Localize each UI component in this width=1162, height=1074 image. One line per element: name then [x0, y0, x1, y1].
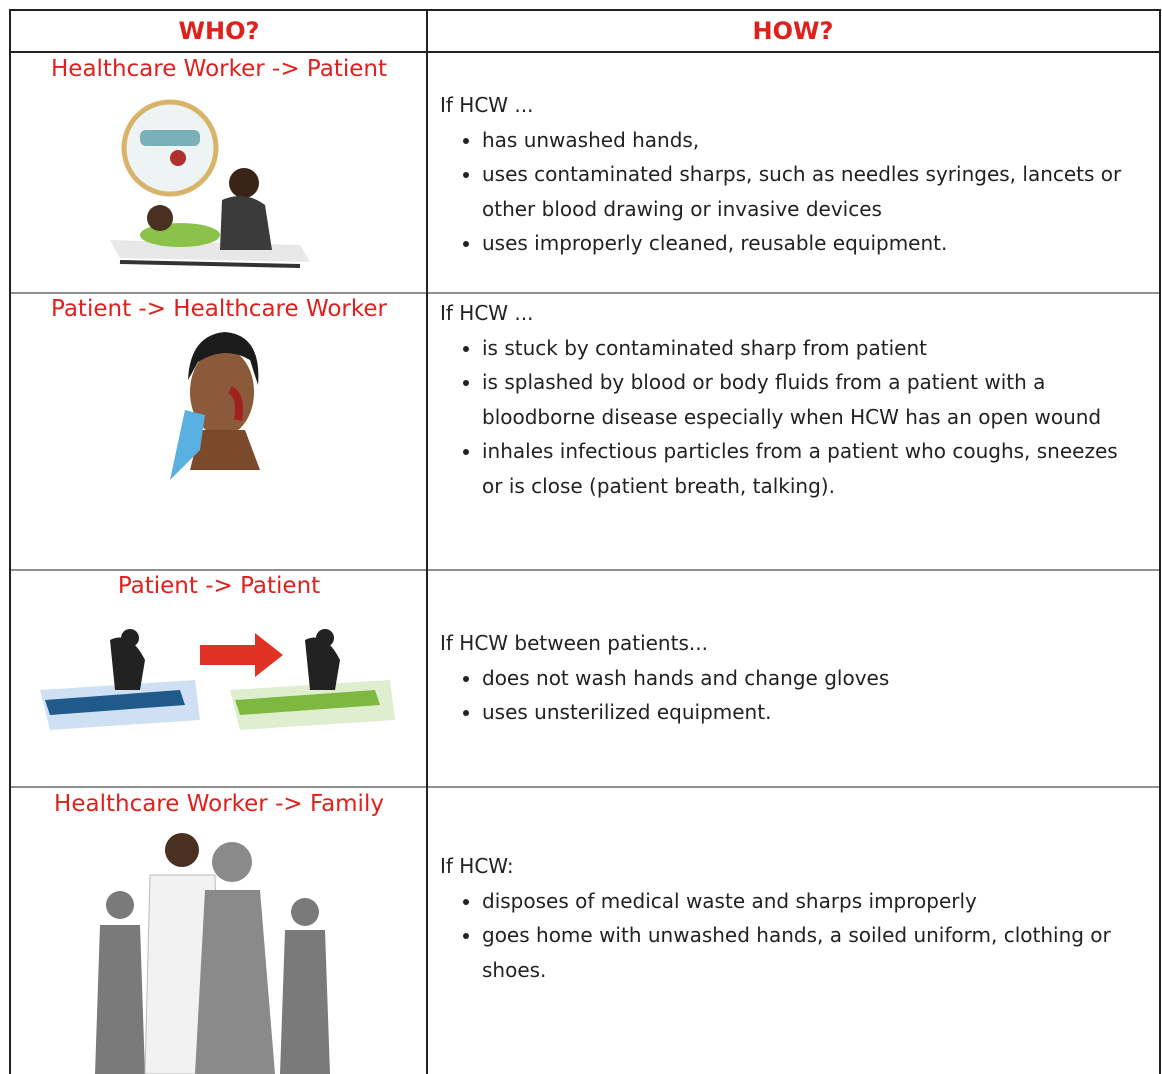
- illustration-patient-patient: [40, 629, 395, 730]
- bullet-item: has unwashed hands,: [482, 123, 1140, 158]
- table-grid: [9, 9, 1161, 1074]
- illustration-hcw-patient: [110, 99, 310, 268]
- bullet-item: inhales infectious particles from a pati…: [482, 434, 1140, 503]
- bullet-item: is stuck by contaminated sharp from pati…: [482, 331, 1140, 366]
- bullet-list: disposes of medical waste and sharps imp…: [440, 884, 1140, 988]
- bullet-item: uses contaminated sharps, such as needle…: [482, 157, 1140, 226]
- who-label: Patient -> Healthcare Worker: [51, 296, 387, 322]
- how-cell: If HCW: disposes of medical waste and sha…: [440, 849, 1140, 987]
- bullet-item: disposes of medical waste and sharps imp…: [482, 884, 1140, 919]
- bullet-list: is stuck by contaminated sharp from pati…: [440, 331, 1140, 504]
- how-intro: If HCW:: [440, 854, 514, 878]
- how-cell: If HCW between patients... does not wash …: [440, 626, 1140, 730]
- who-label: Patient -> Patient: [117, 573, 321, 599]
- bullet-list: does not wash hands and change glovesuse…: [440, 661, 1140, 730]
- how-cell: If HCW ... has unwashed hands,uses contam…: [440, 88, 1140, 261]
- header-who: WHO?: [178, 17, 260, 45]
- bullet-item: uses improperly cleaned, reusable equipm…: [482, 226, 1140, 261]
- bullet-item: goes home with unwashed hands, a soiled …: [482, 918, 1140, 987]
- how-cell: If HCW ... is stuck by contaminated sharp…: [440, 296, 1140, 503]
- bullet-list: has unwashed hands,uses contaminated sha…: [440, 123, 1140, 261]
- header-how: HOW?: [752, 17, 834, 45]
- how-intro: If HCW between patients...: [440, 631, 708, 655]
- illustration-patient-hcw: [170, 332, 260, 480]
- how-intro: If HCW ...: [440, 93, 534, 117]
- who-label: Healthcare Worker -> Patient: [51, 56, 387, 82]
- bullet-item: is splashed by blood or body fluids from…: [482, 365, 1140, 434]
- who-label: Healthcare Worker -> Family: [54, 791, 384, 817]
- illustration-hcw-family: [95, 833, 330, 1074]
- bullet-item: uses unsterilized equipment.: [482, 695, 1140, 730]
- how-intro: If HCW ...: [440, 301, 534, 325]
- bullet-item: does not wash hands and change gloves: [482, 661, 1140, 696]
